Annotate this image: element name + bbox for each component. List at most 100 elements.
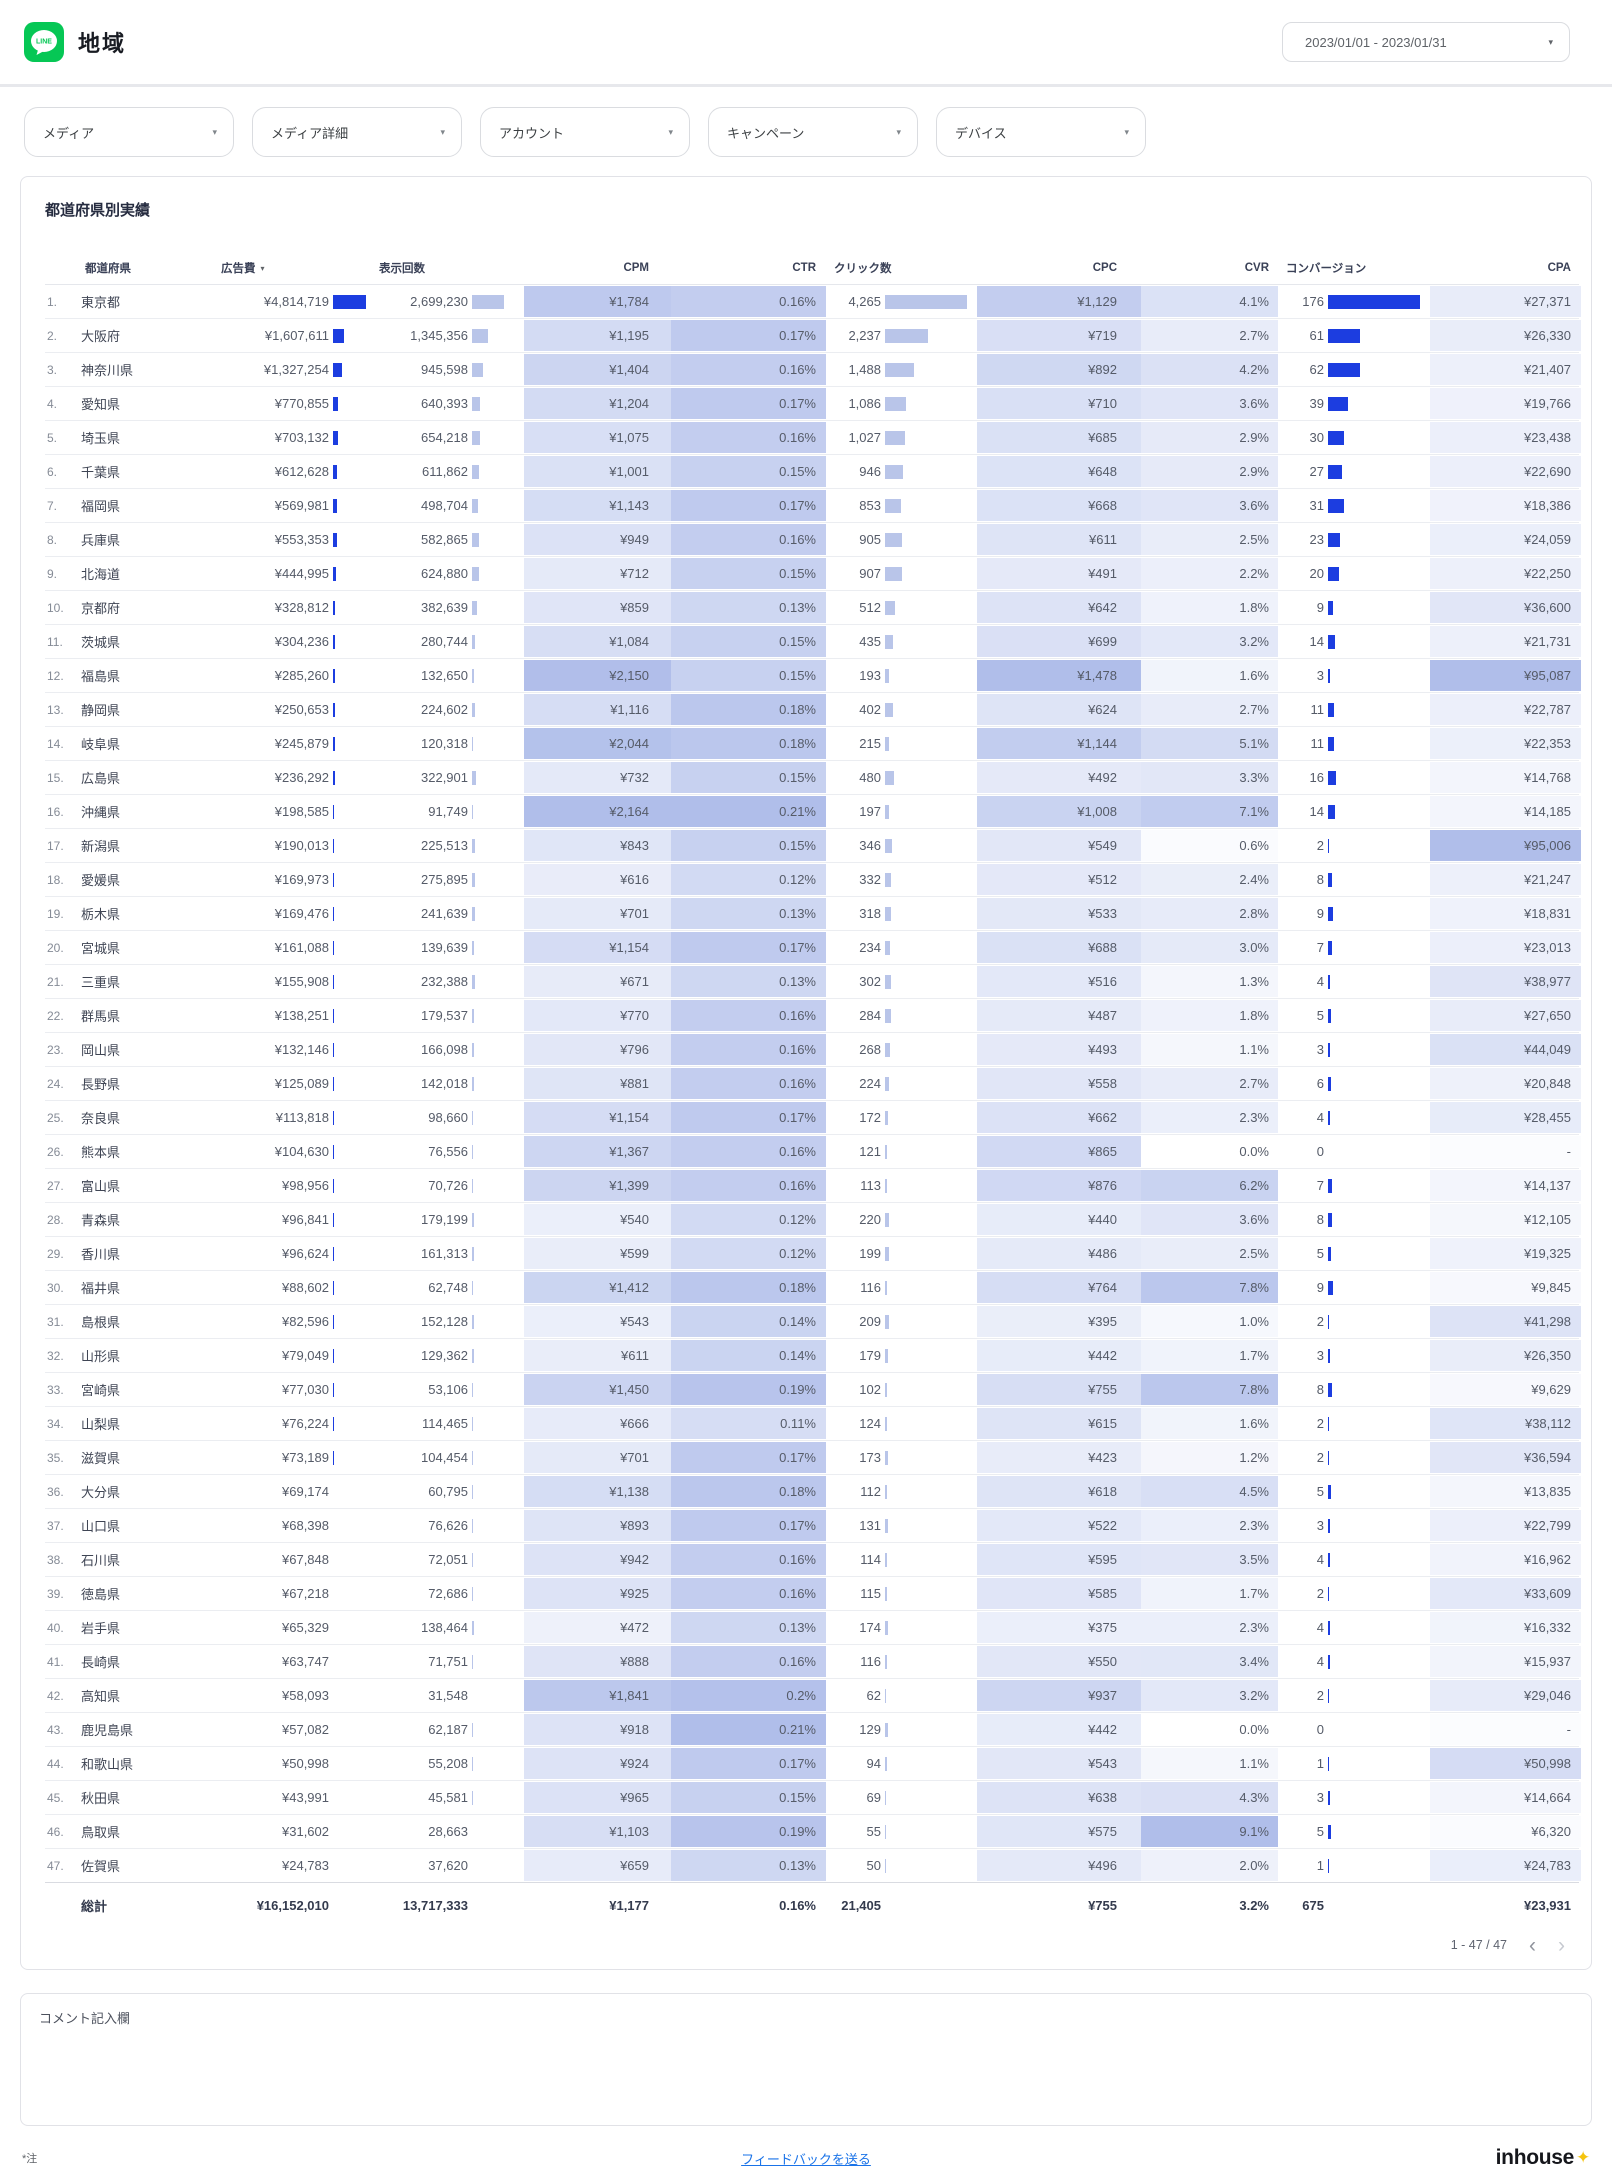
cell-impressions: 241,639 [376,897,524,930]
impressions-bar [472,1144,473,1159]
column-header-cpm[interactable]: CPM [524,252,671,284]
conversions-bar [1328,872,1333,887]
filter-pill-1[interactable]: メディア ▾ [24,107,234,157]
cell-ctr: 0.16% [671,1170,826,1201]
filter-pill-5[interactable]: デバイス ▾ [936,107,1146,157]
cell-conversions-value: 4 [1316,1620,1324,1635]
comment-box[interactable]: コメント記入欄 [20,1993,1592,2126]
column-header-impressions[interactable]: 表示回数 [376,252,524,284]
feedback-link[interactable]: フィードバックを送る [741,2151,871,2167]
cell-ctr: 0.12% [671,864,826,895]
cell-ctr: 0.17% [671,490,826,521]
cell-conversions-value: 7 [1316,1178,1324,1193]
row-index: 20. [47,940,64,955]
cell-ad-cost: ¥770,855 [201,387,376,420]
cell-cvr: 3.5% [1141,1544,1278,1575]
cell-cpa: ¥14,137 [1430,1170,1581,1201]
column-header-cpa[interactable]: CPA [1430,252,1581,284]
cell-cvr: 2.9% [1141,422,1278,453]
table-row: 25. 奈良県 ¥113,818 98,660 ¥1,154 0.17% 172 ¥662 2.… [45,1101,1581,1135]
clicks-bar [885,1416,888,1431]
ad-cost-bar [333,1314,334,1329]
clicks-bar [885,1076,890,1091]
cell-impressions: 945,598 [376,353,524,386]
cell-cpc: ¥624 [977,694,1141,725]
cell-ad-cost: ¥67,848 [201,1543,376,1576]
cell-impressions: 179,199 [376,1203,524,1236]
cell-conversions-value: 27 [1309,464,1324,479]
cell-cpc: ¥487 [977,1000,1141,1031]
cell-ad-cost-value: ¥770,855 [274,396,329,411]
filter-pill-4[interactable]: キャンペーン ▾ [708,107,918,157]
cell-ad-cost-value: ¥245,879 [274,736,329,751]
cell-clicks: 234 [826,931,977,964]
clicks-bar [885,974,891,989]
clicks-bar [885,1110,889,1125]
pagination: 1 - 47 / 47 ‹ › [45,1927,1579,1963]
date-range-picker[interactable]: 2023/01/01 - 2023/01/31 ▾ [1282,22,1570,62]
cell-ad-cost-value: ¥304,236 [274,634,329,649]
cell-conversions-value: 5 [1316,1824,1324,1839]
cell-ctr: 0.17% [671,1748,826,1779]
row-index: 12. [47,668,64,683]
cell-cpm: ¥472 [524,1612,671,1643]
row-index: 21. [47,974,64,989]
impressions-bar [472,1756,473,1771]
cell-conversions-value: 16 [1309,770,1324,785]
cell-ad-cost: ¥69,174 [201,1475,376,1508]
cell-ctr: 0.16% [671,1578,826,1609]
svg-text:LINE: LINE [36,39,52,46]
column-header-ctr[interactable]: CTR [671,252,826,284]
clicks-bar [885,1144,888,1159]
cell-ad-cost-value: ¥79,049 [282,1348,329,1363]
cell-cvr: 3.0% [1141,932,1278,963]
cell-cpa: ¥13,835 [1430,1476,1581,1507]
cell-conversions: 3 [1278,1781,1430,1814]
cell-clicks: 402 [826,693,977,726]
column-header-conversions[interactable]: コンバージョン [1278,252,1430,284]
cell-pref: 鹿児島県 [81,1723,134,1738]
row-index: 44. [47,1756,64,1771]
cell-impressions: 142,018 [376,1067,524,1100]
chevron-right-icon[interactable]: › [1558,1933,1565,1957]
column-header-cpc[interactable]: CPC [977,252,1141,284]
clicks-bar [885,872,892,887]
filter-pill-3[interactable]: アカウント ▾ [480,107,690,157]
cell-impressions: 91,749 [376,795,524,828]
cell-ctr: 0.15% [671,1782,826,1813]
impressions-bar [472,804,474,819]
cell-cvr: 4.5% [1141,1476,1278,1507]
cell-pref: 兵庫県 [81,533,121,548]
table-header-row: 都道府県 広告費 ▾ 表示回数 CPM CTR クリック数 CPC CVR コンバージョン CPA [45,252,1579,285]
table-row: 43. 鹿児島県 ¥57,082 62,187 ¥918 0.21% 129 ¥442 0.0%… [45,1713,1581,1747]
column-header-pref[interactable]: 都道府県 [81,252,201,284]
cell-ad-cost-value: ¥190,013 [274,838,329,853]
cell-ad-cost-value: ¥68,398 [282,1518,329,1533]
ad-cost-bar [333,668,335,683]
column-header-clicks[interactable]: クリック数 [826,252,977,284]
filter-pill-2[interactable]: メディア詳細 ▾ [252,107,462,157]
cell-conversions-value: 9 [1316,1280,1324,1295]
cell-impressions-value: 179,199 [421,1212,468,1227]
chevron-left-icon[interactable]: ‹ [1529,1933,1536,1957]
cell-ctr: 0.17% [671,388,826,419]
cell-clicks: 116 [826,1645,977,1678]
cell-pref: 青森県 [81,1213,121,1228]
cell-cpa: ¥27,371 [1430,286,1581,317]
cell-conversions-value: 14 [1309,634,1324,649]
cell-impressions-value: 275,895 [421,872,468,887]
table-row: 23. 岡山県 ¥132,146 166,098 ¥796 0.16% 268 ¥493 1.1… [45,1033,1581,1067]
cell-clicks-value: 199 [859,1246,881,1261]
cell-impressions: 104,454 [376,1441,524,1474]
cell-ctr: 0.18% [671,1476,826,1507]
cell-clicks: 114 [826,1543,977,1576]
cell-clicks: 102 [826,1373,977,1406]
row-index: 45. [47,1790,64,1805]
column-header-ad-cost[interactable]: 広告費 ▾ [201,252,376,284]
conversions-bar [1328,1824,1331,1839]
table-row: 20. 宮城県 ¥161,088 139,639 ¥1,154 0.17% 234 ¥688 3… [45,931,1581,965]
table-row: 44. 和歌山県 ¥50,998 55,208 ¥924 0.17% 94 ¥543 1.1% 1… [45,1747,1581,1781]
cell-cpc: ¥375 [977,1612,1141,1643]
impressions-bar [472,668,474,683]
column-header-cvr[interactable]: CVR [1141,252,1278,284]
